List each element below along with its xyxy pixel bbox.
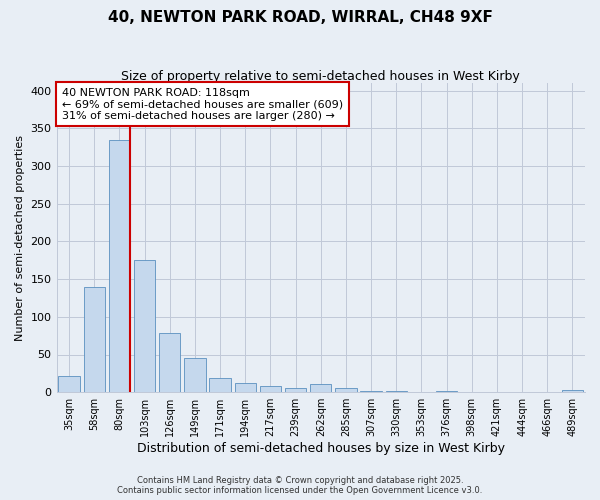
- Text: 40 NEWTON PARK ROAD: 118sqm
← 69% of semi-detached houses are smaller (609)
31% : 40 NEWTON PARK ROAD: 118sqm ← 69% of sem…: [62, 88, 343, 121]
- Text: 40, NEWTON PARK ROAD, WIRRAL, CH48 9XF: 40, NEWTON PARK ROAD, WIRRAL, CH48 9XF: [107, 10, 493, 25]
- Bar: [235, 383, 256, 392]
- Text: Contains HM Land Registry data © Crown copyright and database right 2025.
Contai: Contains HM Land Registry data © Crown c…: [118, 476, 482, 495]
- Bar: [260, 386, 281, 392]
- Bar: [562, 390, 583, 392]
- Bar: [209, 378, 231, 392]
- X-axis label: Distribution of semi-detached houses by size in West Kirby: Distribution of semi-detached houses by …: [137, 442, 505, 455]
- Bar: [134, 260, 155, 392]
- Bar: [184, 358, 206, 392]
- Bar: [310, 384, 331, 392]
- Bar: [58, 376, 80, 392]
- Bar: [285, 388, 307, 392]
- Title: Size of property relative to semi-detached houses in West Kirby: Size of property relative to semi-detach…: [121, 70, 520, 83]
- Bar: [83, 286, 105, 392]
- Y-axis label: Number of semi-detached properties: Number of semi-detached properties: [15, 134, 25, 340]
- Bar: [159, 334, 181, 392]
- Bar: [335, 388, 356, 392]
- Bar: [109, 140, 130, 392]
